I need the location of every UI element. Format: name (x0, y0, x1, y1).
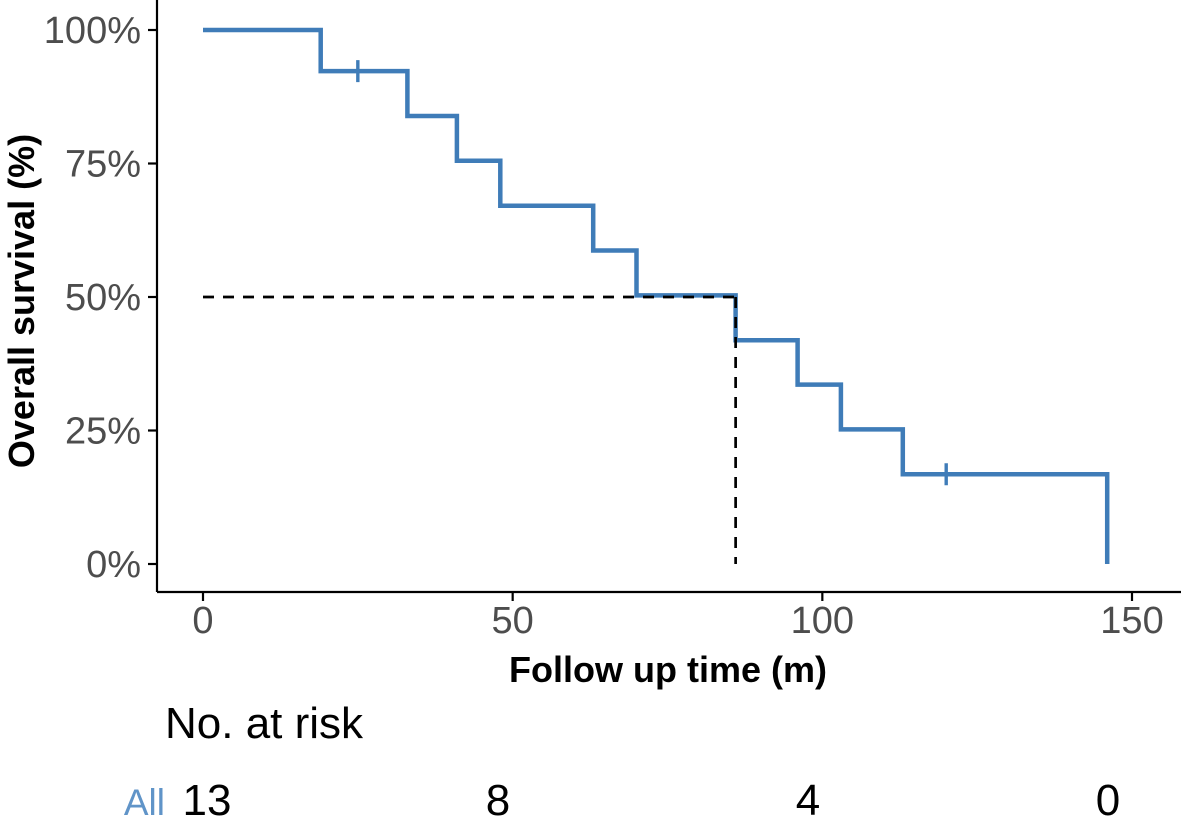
y-tick-label: 25% (65, 411, 141, 453)
y-tick-label: 50% (65, 277, 141, 319)
x-tick-label: 50 (492, 600, 534, 642)
y-tick-label: 75% (65, 144, 141, 186)
x-tick-label: 150 (1100, 600, 1163, 642)
x-tick-label: 100 (791, 600, 854, 642)
x-axis-title: Follow up time (m) (509, 649, 827, 690)
y-axis-title: Overall survival (%) (1, 133, 42, 469)
x-tick-label: 0 (192, 600, 213, 642)
risk-count-t100: 4 (795, 776, 821, 823)
risk-row-label: All (123, 782, 165, 823)
risk-count-t50: 8 (485, 776, 511, 823)
risk-count-t150: 0 (1095, 776, 1121, 823)
y-tick-label: 100% (44, 10, 141, 52)
survival-curve (203, 27, 1110, 564)
risk-table-title: No. at risk (165, 699, 364, 748)
y-tick-label: 0% (86, 544, 141, 586)
censor-mark (935, 463, 958, 486)
risk-count-t0: 13 (182, 776, 232, 823)
censor-mark (346, 60, 369, 83)
